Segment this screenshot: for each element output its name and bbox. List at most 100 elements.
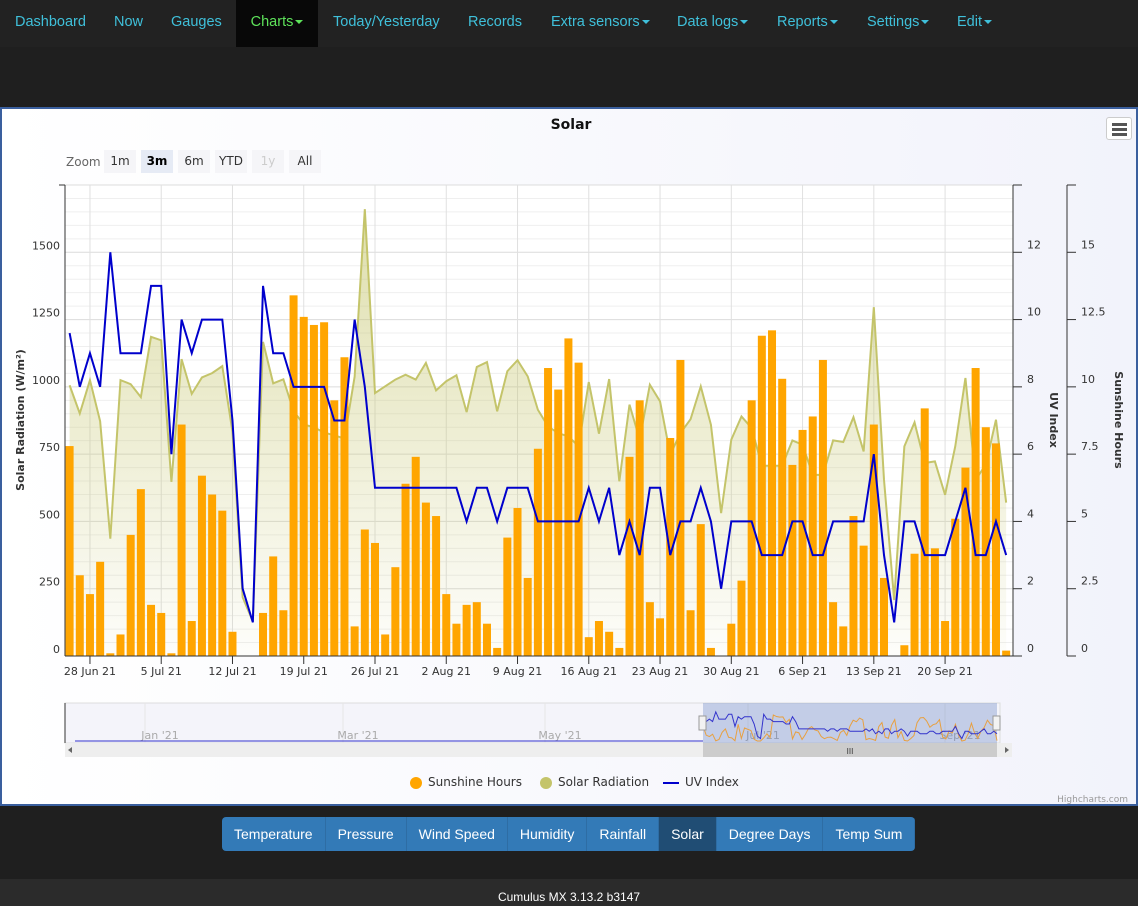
- range-button-6m[interactable]: 6m: [178, 150, 210, 173]
- chart-tab-wind-speed[interactable]: Wind Speed: [406, 817, 508, 851]
- x-tick-label: 23 Aug 21: [632, 665, 688, 678]
- sunshine-hours-bar: [900, 645, 909, 656]
- uv-tick-label: 6: [1027, 440, 1034, 453]
- scrollbar-thumb[interactable]: [703, 743, 997, 757]
- sunshine-hours-bar: [269, 556, 278, 656]
- nav-item-data-logs[interactable]: Data logs: [677, 0, 749, 47]
- nav-item-label: Gauges: [171, 14, 222, 30]
- chart-title: Solar: [550, 117, 592, 133]
- range-button-3m[interactable]: 3m: [141, 150, 173, 173]
- sunshine-hours-bar: [360, 529, 369, 656]
- sunshine-hours-bar: [930, 548, 939, 656]
- scroll-left-arrow-icon[interactable]: [68, 747, 72, 753]
- sunshine-hours-bar: [645, 602, 654, 656]
- nav-item-dashboard[interactable]: Dashboard: [15, 0, 86, 47]
- range-selector-label: Zoom: [66, 155, 101, 169]
- nav-item-reports[interactable]: Reports: [777, 0, 838, 47]
- x-tick-label: 16 Aug 21: [561, 665, 617, 678]
- navigator-handle[interactable]: [698, 715, 707, 731]
- navigator-uv-line: [702, 710, 998, 740]
- chart-tab-rainfall[interactable]: Rainfall: [587, 817, 660, 851]
- x-tick-label: 12 Jul 21: [208, 665, 256, 678]
- radiation-tick-label: 500: [39, 508, 60, 521]
- chart-context-menu-button[interactable]: [1106, 117, 1132, 140]
- nav-item-charts[interactable]: Charts: [236, 0, 318, 47]
- sunshine-hours-bar: [991, 443, 1000, 656]
- sunshine-hours-bar: [299, 316, 308, 656]
- range-button-1m[interactable]: 1m: [104, 150, 136, 173]
- caret-down-icon: [641, 20, 650, 25]
- legend-item-uv-index[interactable]: UV Index: [663, 775, 739, 789]
- sunshine-hours-bar: [442, 594, 451, 656]
- nav-item-label: Extra sensors: [551, 14, 640, 30]
- sunshine-hours-bar: [656, 618, 665, 656]
- nav-item-extra-sensors[interactable]: Extra sensors: [551, 0, 650, 47]
- sunshine-hours-bar: [401, 483, 410, 656]
- nav-item-label: Records: [468, 14, 522, 30]
- sunshine-hours-bar: [503, 537, 512, 656]
- navigator-handle[interactable]: [992, 715, 1001, 731]
- sunshine-hours-bar: [971, 368, 980, 656]
- sunshine-hours-bar: [706, 647, 715, 656]
- sunshine-tick-label: 5: [1081, 507, 1088, 520]
- sunshine-hours-bar: [757, 335, 766, 656]
- chart-tab-humidity[interactable]: Humidity: [507, 817, 588, 851]
- sunshine-hours-bar: [289, 295, 298, 656]
- nav-item-settings[interactable]: Settings: [867, 0, 930, 47]
- sunshine-hours-bar: [615, 647, 624, 656]
- solar-chart: 28 Jun 21 5 Jul 21 12 Jul 21 19 Jul 21 26 Ju…: [14, 184, 1125, 757]
- legend-circle-icon: [410, 776, 422, 789]
- sunshine-hours-bar: [462, 604, 471, 656]
- range-button-ytd[interactable]: YTD: [215, 150, 247, 173]
- nav-item-now[interactable]: Now: [114, 0, 143, 47]
- radiation-tick-label: 0: [53, 643, 60, 656]
- sunshine-hours-bar: [941, 621, 950, 656]
- sunshine-hours-bar: [869, 424, 878, 656]
- legend-label: Solar Radiation: [558, 775, 650, 789]
- chart-tab-temp-sum[interactable]: Temp Sum: [823, 817, 916, 851]
- chart-tab-temperature[interactable]: Temperature: [222, 817, 326, 851]
- chart-tab-degree-days[interactable]: Degree Days: [716, 817, 824, 851]
- sunshine-tick-label: 0: [1081, 642, 1088, 655]
- sunshine-hours-bar: [859, 545, 868, 656]
- radiation-tick-label: 1250: [32, 307, 60, 320]
- scrollbar-grip-icon: III: [847, 747, 854, 756]
- navigator-label: May '21: [538, 729, 581, 742]
- sunshine-hours-bar: [350, 626, 359, 656]
- sunshine-hours-bar: [391, 567, 400, 656]
- sunshine-hours-bar: [75, 575, 84, 656]
- x-tick-label: 2 Aug 21: [422, 665, 471, 678]
- sunshine-hours-bar: [65, 446, 74, 656]
- nav-item-today-yesterday[interactable]: Today/Yesterday: [333, 0, 440, 47]
- sunshine-hours-bar: [981, 427, 990, 656]
- sunshine-hours-bar: [309, 324, 318, 656]
- chart-tab-pressure[interactable]: Pressure: [325, 817, 407, 851]
- caret-down-icon: [921, 20, 930, 25]
- solar-chart-container: 28 Jun 21 5 Jul 21 12 Jul 21 19 Jul 21 26 Ju…: [0, 107, 1138, 806]
- sunshine-hours-bar: [676, 359, 685, 656]
- legend-item-solar-radiation[interactable]: Solar Radiation: [540, 775, 649, 789]
- sunshine-hours-bar: [747, 400, 756, 656]
- caret-down-icon: [295, 20, 304, 25]
- sunshine-hours-bar: [208, 494, 217, 656]
- sunshine-hours-bar: [157, 612, 166, 656]
- sunshine-hours-bar: [605, 631, 614, 656]
- highcharts-credits[interactable]: Highcharts.com: [1057, 795, 1128, 805]
- nav-item-label: Dashboard: [15, 14, 86, 30]
- legend-item-sunshine-hours[interactable]: Sunshine Hours: [410, 775, 522, 789]
- sunshine-hours-bar: [116, 634, 125, 656]
- radiation-tick-label: 750: [39, 441, 60, 454]
- nav-item-gauges[interactable]: Gauges: [171, 0, 222, 47]
- uv-tick-label: 0: [1027, 642, 1034, 655]
- range-button-all[interactable]: All: [289, 150, 321, 173]
- nav-item-records[interactable]: Records: [468, 0, 522, 47]
- sunshine-hours-bar: [218, 510, 227, 656]
- sunshine-hours-bar: [330, 400, 339, 656]
- uv-axis-title: UV Index: [1047, 392, 1060, 448]
- nav-item-edit[interactable]: Edit: [957, 0, 992, 47]
- radiation-tick-label: 1500: [32, 239, 60, 252]
- sunshine-hours-bar: [686, 610, 695, 656]
- chart-tab-solar[interactable]: Solar: [659, 817, 717, 851]
- scroll-right-arrow-icon[interactable]: [1005, 747, 1009, 753]
- navigator-selected-range: [703, 703, 997, 743]
